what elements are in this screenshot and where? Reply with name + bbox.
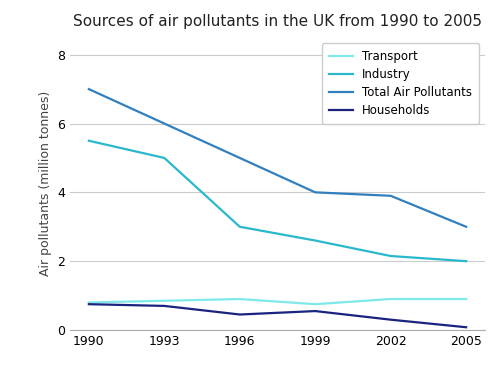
Line: Households: Households xyxy=(89,304,466,327)
Title: Sources of air pollutants in the UK from 1990 to 2005: Sources of air pollutants in the UK from… xyxy=(73,14,482,29)
Households xyxy=(388,317,394,322)
Total Air Pollutants xyxy=(86,87,92,92)
Total Air Pollutants xyxy=(237,156,243,160)
Households xyxy=(237,312,243,317)
Total Air Pollutants xyxy=(388,194,394,198)
Total Air Pollutants xyxy=(312,190,318,195)
Industry xyxy=(312,238,318,243)
Transport xyxy=(312,302,318,306)
Households xyxy=(162,304,168,308)
Industry xyxy=(86,138,92,143)
Transport xyxy=(86,300,92,305)
Industry xyxy=(463,259,469,263)
Households xyxy=(463,325,469,330)
Households xyxy=(86,302,92,306)
Total Air Pollutants xyxy=(463,225,469,229)
Transport xyxy=(162,298,168,303)
Transport xyxy=(237,297,243,301)
Industry xyxy=(237,225,243,229)
Legend: Transport, Industry, Total Air Pollutants, Households: Transport, Industry, Total Air Pollutant… xyxy=(322,44,479,124)
Y-axis label: Air pollutants (million tonnes): Air pollutants (million tonnes) xyxy=(38,91,52,276)
Line: Transport: Transport xyxy=(89,299,466,304)
Line: Total Air Pollutants: Total Air Pollutants xyxy=(89,89,466,227)
Transport xyxy=(388,297,394,301)
Line: Industry: Industry xyxy=(89,141,466,261)
Households xyxy=(312,309,318,314)
Industry xyxy=(162,156,168,160)
Transport xyxy=(463,297,469,301)
Industry xyxy=(388,254,394,258)
Total Air Pollutants xyxy=(162,121,168,126)
